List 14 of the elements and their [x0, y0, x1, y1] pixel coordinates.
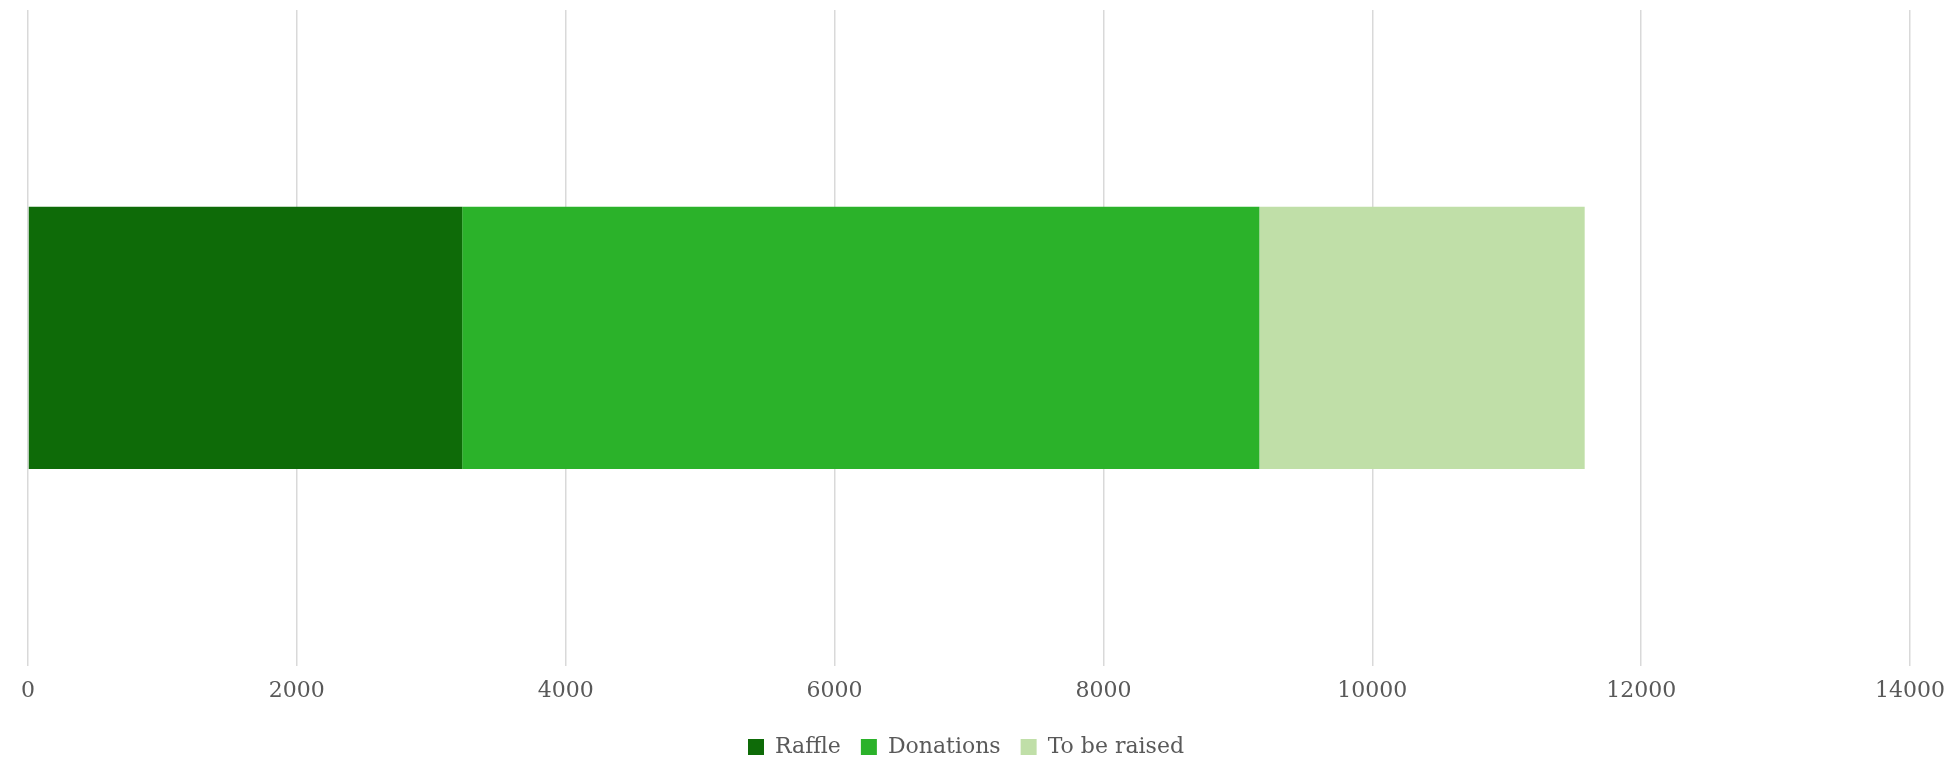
bar	[1259, 206, 1585, 469]
legend-label: Raffle	[775, 732, 841, 758]
x-tick-label: 8000	[1075, 676, 1132, 702]
x-tick-label: 4000	[537, 676, 594, 702]
x-tick-label: 10000	[1337, 676, 1408, 702]
x-tick-label: 6000	[806, 676, 863, 702]
bar	[462, 206, 1260, 469]
bar	[28, 206, 463, 469]
x-tick-label: 2000	[268, 676, 325, 702]
legend-label: To be raised	[1047, 732, 1184, 758]
x-tick-label: 14000	[1875, 676, 1946, 702]
x-tick-label: 12000	[1606, 676, 1677, 702]
x-tick-label: 0	[21, 676, 35, 702]
legend-label: Donations	[887, 732, 1001, 758]
